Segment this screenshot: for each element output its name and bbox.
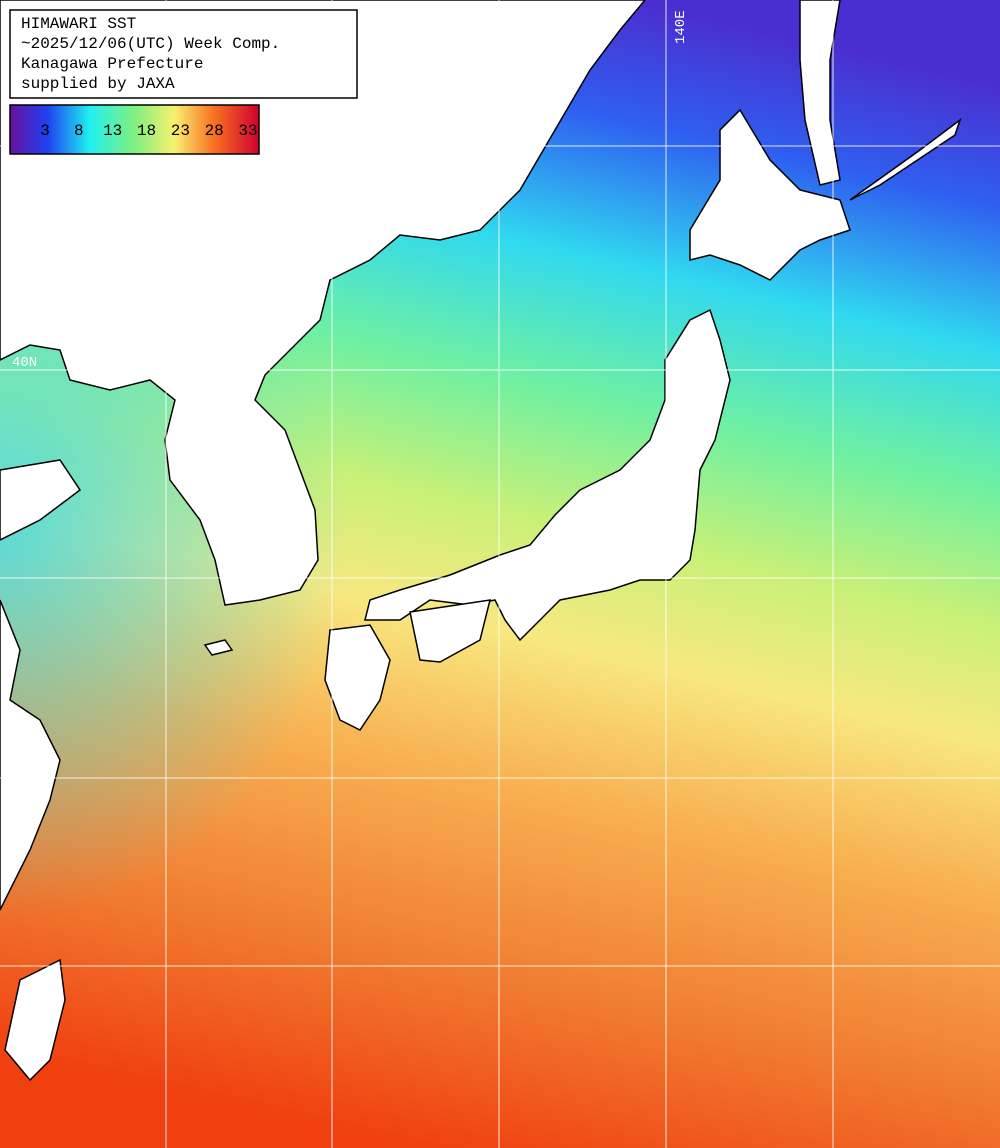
color-bar-tick: 18 [137, 122, 156, 140]
kuril [849, 117, 962, 201]
info-text: HIMAWARI SST ~2025/12/06(UTC) Week Comp. K… [21, 15, 280, 93]
color-bar [9, 104, 260, 155]
jeju [203, 639, 234, 656]
info-line: Kanagawa Prefecture [21, 55, 203, 73]
color-bar-tick: 8 [74, 122, 84, 140]
color-bar-ticks: 3 8 13 18 23 28 33 [40, 122, 257, 140]
china-coast [0, 599, 61, 911]
color-bar-tick: 3 [40, 122, 50, 140]
info-line: HIMAWARI SST [21, 15, 136, 33]
shandong [0, 459, 82, 541]
sakhalin [799, 0, 841, 186]
color-bar-tick: 28 [205, 122, 224, 140]
info-line: supplied by JAXA [21, 75, 175, 93]
color-bar-tick: 33 [238, 122, 257, 140]
info-box [9, 9, 358, 99]
hokkaido [689, 108, 851, 281]
kyushu [324, 624, 391, 731]
longitude-label: 140E [673, 10, 689, 44]
latitude-label: 40N [12, 355, 37, 371]
taiwan [4, 958, 66, 1082]
color-bar-tick: 23 [171, 122, 190, 140]
info-line: ~2025/12/06(UTC) Week Comp. [21, 35, 280, 53]
color-bar-tick: 13 [103, 122, 122, 140]
shikoku [409, 599, 492, 663]
